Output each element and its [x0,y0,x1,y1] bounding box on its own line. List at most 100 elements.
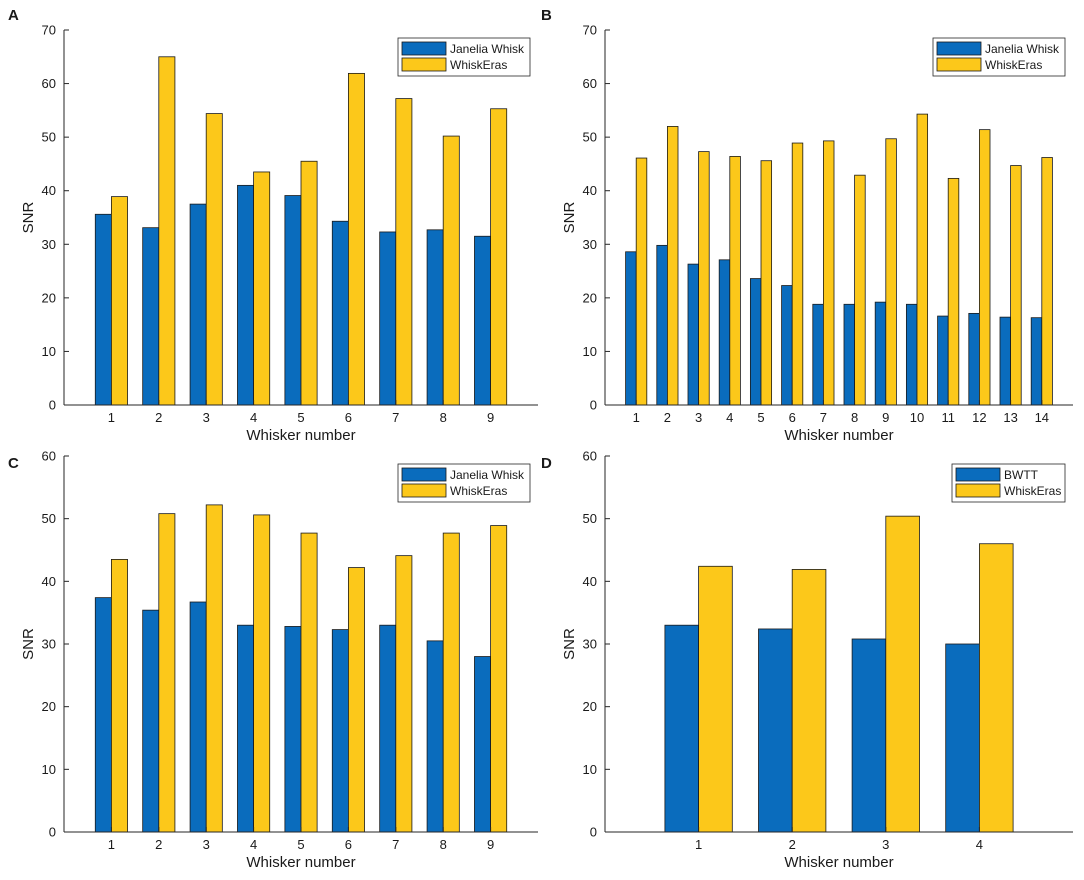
bar-series1-6 [331,220,349,406]
bar-series2-2 [667,126,679,406]
bar-series1-8 [843,303,855,406]
bar-series2-4 [253,171,271,406]
bar-series2-6 [347,72,365,406]
x-axis-label: Whisker number [784,854,893,871]
x-tick-label: 2 [155,837,162,852]
bar-series1-13 [999,316,1011,406]
y-tick-label: 10 [42,762,56,777]
y-tick-label: 30 [42,637,56,652]
bar-series2-11 [947,177,960,406]
bar-series2-4 [979,543,1014,833]
x-tick-label: 3 [695,410,702,425]
legend-label-1: Janelia Whisk [450,468,525,482]
bar-series2-4 [729,156,741,406]
bar-series1-4 [945,643,980,833]
bar-series1-11 [937,315,949,406]
bar-series1-8 [426,229,444,406]
bar-series1-4 [718,259,731,406]
bar-series1-1 [94,597,112,833]
x-tick-label: 1 [695,837,702,852]
bar-series1-6 [781,285,793,406]
y-tick-label: 50 [42,511,56,526]
bar-series2-6 [791,142,804,406]
x-axis-label: Whisker number [246,427,355,444]
x-tick-label: 1 [633,410,640,425]
bar-series1-1 [625,251,637,406]
x-tick-label: 13 [1003,410,1017,425]
x-tick-label: 2 [155,410,162,425]
bar-series2-5 [300,532,318,833]
y-tick-label: 40 [583,183,597,198]
bar-series1-4 [237,184,254,406]
legend-label-2: WhiskEras [450,58,507,72]
bar-series1-2 [758,628,793,833]
bar-series2-7 [395,98,413,406]
bar-series1-8 [426,640,444,833]
x-tick-label: 10 [910,410,924,425]
x-tick-label: 3 [882,837,889,852]
bar-series1-1 [94,213,112,406]
x-axis-label: Whisker number [246,854,355,871]
bar-series2-5 [760,160,773,406]
panel-letter: A [8,7,19,24]
x-tick-label: 12 [972,410,986,425]
legend-label-1: Janelia Whisk [985,42,1060,56]
bar-series2-8 [854,174,866,406]
bar-series2-4 [253,514,271,833]
legend-swatch-1 [401,467,447,482]
y-tick-label: 60 [583,76,597,91]
bar-series2-2 [158,513,176,833]
bar-series2-9 [490,525,508,833]
legend-label-2: WhiskEras [985,58,1042,72]
bar-series2-9 [490,108,508,406]
x-tick-label: 14 [1035,410,1049,425]
y-tick-label: 0 [590,825,597,840]
bar-series2-2 [791,569,827,833]
y-tick-label: 60 [42,76,56,91]
x-tick-label: 1 [108,410,115,425]
x-tick-label: 4 [726,410,733,425]
legend-swatch-2 [936,57,982,72]
legend-label-2: WhiskEras [1004,484,1061,498]
x-tick-label: 7 [392,410,399,425]
x-tick-label: 4 [250,837,257,852]
bar-series2-5 [300,160,318,406]
x-tick-label: 3 [203,410,210,425]
bar-series1-9 [874,301,887,406]
bar-series1-7 [379,624,397,833]
bar-series1-5 [284,626,302,833]
bar-series2-3 [205,504,223,833]
y-tick-label: 20 [42,290,56,305]
panel-letter: C [8,455,19,472]
legend-swatch-2 [955,483,1001,498]
bar-series1-6 [331,629,349,833]
bar-series1-12 [968,312,980,406]
x-tick-label: 9 [487,837,494,852]
x-tick-label: 9 [487,410,494,425]
x-tick-label: 6 [345,837,352,852]
x-tick-label: 6 [345,410,352,425]
x-tick-label: 5 [297,410,304,425]
bar-series1-2 [142,227,160,406]
chart-panel-a: A 0 10 20 30 40 50 60 70 1 2 3 4 5 6 7 8 9 Whisker number S… [8,7,538,444]
y-axis-label: SNR [561,628,578,660]
y-tick-label: 0 [49,398,56,413]
x-tick-label: 5 [757,410,764,425]
bar-series1-2 [142,609,160,833]
legend-swatch-1 [955,467,1001,482]
bar-series2-8 [442,135,460,406]
y-tick-label: 60 [583,449,597,464]
y-axis-label: SNR [561,201,578,233]
bar-series2-13 [1010,165,1022,406]
bar-series2-6 [347,567,365,833]
x-tick-label: 6 [789,410,796,425]
bar-series2-7 [395,555,413,833]
legend-label-2: WhiskEras [450,484,507,498]
y-tick-label: 30 [583,237,597,252]
y-tick-label: 0 [49,825,56,840]
bar-series1-7 [812,303,824,406]
y-axis-label: SNR [20,201,37,233]
chart-panel-d: D 0 10 20 30 40 50 60 1 2 3 4 Whisker number SNR BWTT W… [541,449,1073,871]
